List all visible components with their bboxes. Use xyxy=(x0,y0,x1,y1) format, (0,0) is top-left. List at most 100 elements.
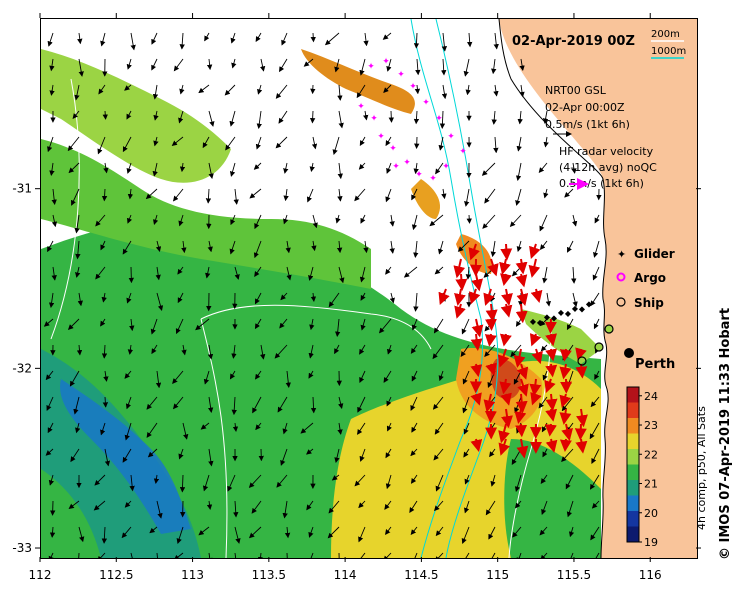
model-arrow xyxy=(511,266,522,277)
map-title: 02-Apr-2019 00Z xyxy=(512,34,635,49)
perth-marker xyxy=(624,348,634,358)
model-arrow xyxy=(303,58,314,67)
model-arrow xyxy=(231,396,237,416)
model-arrow xyxy=(281,32,288,46)
model-arrow xyxy=(127,344,134,355)
model-arrow xyxy=(155,266,161,281)
model-arrow xyxy=(515,162,522,182)
model-arrow xyxy=(101,188,108,202)
model-arrow xyxy=(388,110,395,123)
model-arrow xyxy=(47,136,54,153)
ship-markers xyxy=(577,324,614,366)
model-arrow xyxy=(413,110,420,125)
model-arrow xyxy=(389,240,395,254)
radar-arrow xyxy=(513,348,526,368)
map-canvas: ✦ ✦✦✦✦✦✦✦✦✦✦✦✦✦✦✦✦◆ ◆◆ ◆◆ ◆◆ ◆◆ Perth 02-Apr-… xyxy=(41,19,697,558)
model-arrow xyxy=(283,188,289,202)
model-arrow xyxy=(77,292,83,307)
model-arrow xyxy=(153,136,159,147)
radar-arrow xyxy=(545,363,558,378)
model-arrow xyxy=(433,448,444,461)
model-arrow xyxy=(516,552,522,558)
model-arrow xyxy=(434,552,444,558)
model-arrow xyxy=(178,214,184,227)
model-arrow xyxy=(411,214,418,231)
x-tick-label: 114.5 xyxy=(404,568,438,582)
model-arrow xyxy=(156,500,163,519)
model-arrow xyxy=(310,32,316,43)
model-current-arrows xyxy=(43,32,602,558)
perth-label: Perth xyxy=(635,357,675,372)
model-arrow xyxy=(567,240,574,253)
model-arrow xyxy=(94,474,106,486)
colorbar-label: 4h comp, p50, All Sats xyxy=(695,406,708,530)
radar-arrow xyxy=(471,273,484,292)
glider-point: ✦ xyxy=(447,132,455,142)
model-arrow xyxy=(179,474,186,493)
radar-arrow xyxy=(528,258,541,278)
radar-arrow xyxy=(529,378,542,397)
model-arrow xyxy=(465,552,470,558)
radar-arrow xyxy=(497,348,510,368)
model-arrow xyxy=(515,188,522,206)
model-arrow xyxy=(410,448,418,457)
model-arrow xyxy=(126,292,132,304)
x-tick-label: 115.5 xyxy=(557,568,591,582)
colorbar: 24 23 22 21 20 19 xyxy=(626,386,658,549)
radar-arrow xyxy=(515,258,528,275)
radar-arrow xyxy=(470,438,483,452)
model-arrow xyxy=(182,422,189,440)
platform-legend: ✦ Glider Argo Ship xyxy=(616,247,675,310)
model-arrow xyxy=(490,240,496,258)
radar-arrow xyxy=(559,408,572,425)
glider-point: ✦ xyxy=(370,114,378,124)
y-tick-label: -32 xyxy=(12,361,32,375)
model-arrow xyxy=(545,292,552,307)
model-arrow xyxy=(591,448,600,464)
model-arrow xyxy=(233,500,239,518)
model-arrow xyxy=(45,370,54,381)
model-arrow xyxy=(284,526,291,539)
radar-arrow xyxy=(468,288,481,305)
model-arrow xyxy=(274,344,288,359)
model-arrow xyxy=(207,240,213,253)
model-arrow xyxy=(363,240,369,254)
colorbar-tick-label: 24 xyxy=(644,390,658,403)
model-arrow xyxy=(484,318,496,332)
radar-arrow xyxy=(575,438,588,454)
x-tick-label: 114 xyxy=(334,568,357,582)
model-arrow xyxy=(75,240,81,260)
colorbar-segment xyxy=(627,387,639,403)
model-arrow xyxy=(439,110,446,129)
model-arrow xyxy=(129,318,135,332)
x-tick-label: 115 xyxy=(486,568,509,582)
model-arrow xyxy=(101,292,107,303)
colorbar-segment xyxy=(627,495,639,512)
glider-point: ✦ xyxy=(377,132,385,142)
model-arrow xyxy=(232,422,239,432)
model-arrow xyxy=(255,422,262,431)
model-arrow xyxy=(491,58,497,75)
model-arrow xyxy=(68,500,80,509)
model-arrow xyxy=(311,240,317,252)
model-arrow xyxy=(434,266,444,275)
model-arrow xyxy=(360,292,366,301)
radar-arrow xyxy=(559,348,572,362)
colorbar-segment xyxy=(627,511,639,527)
model-arrow xyxy=(335,318,341,338)
model-arrow xyxy=(207,344,214,360)
model-arrow xyxy=(514,500,522,509)
model-arrow xyxy=(589,474,600,490)
model-arrow xyxy=(413,162,419,175)
model-arrow xyxy=(207,552,213,558)
radar-arrow xyxy=(514,408,527,425)
model-arrow xyxy=(409,500,418,514)
model-arrow xyxy=(234,552,237,558)
colorbar-segment xyxy=(627,480,639,496)
model-arrow xyxy=(71,188,80,206)
model-arrow xyxy=(331,474,340,481)
model-arrow xyxy=(540,344,548,352)
x-tick-label: 113 xyxy=(181,568,204,582)
radar-arrow xyxy=(438,288,450,306)
radar-arrow xyxy=(545,408,558,422)
